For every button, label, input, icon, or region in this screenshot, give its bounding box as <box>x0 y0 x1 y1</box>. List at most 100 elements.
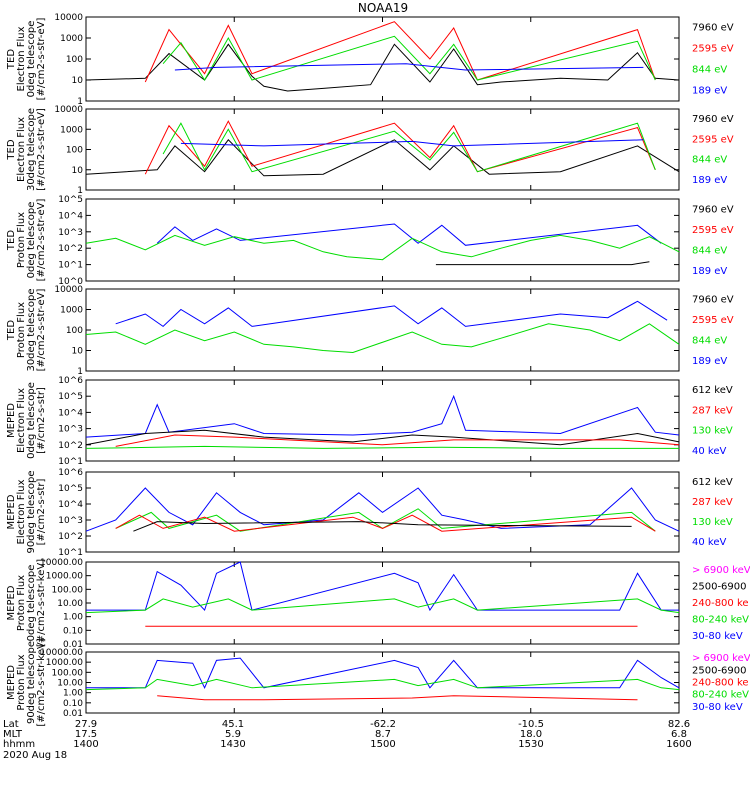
y-tick-label: 10^5 <box>58 392 83 402</box>
y-tick-label: 100 <box>66 146 83 156</box>
legend-entry: 287 keV <box>692 405 733 416</box>
y-axis-label: TEDProton Flux30deg telescope[#/cm2-s-st… <box>6 288 47 371</box>
y-axis-label: MEPEDElectron Flux0deg telescope[#/cm2-s… <box>6 382 47 459</box>
y-axis-label-line: [#/cm2-s-str-eV] <box>36 18 47 101</box>
y-tick-label: 1000.00 <box>46 658 83 668</box>
y-axis-label-line: 90deg telescope <box>26 470 37 553</box>
y-tick-label: 1000 <box>60 34 83 44</box>
y-tick-label: 10^0 <box>58 277 83 287</box>
series-line <box>86 561 679 612</box>
series-line <box>115 434 680 447</box>
y-tick-label: 1.00 <box>63 613 83 623</box>
y-tick-label: 100 <box>66 326 83 336</box>
y-tick-label: 0.01 <box>63 709 83 719</box>
legend-entry: 189 eV <box>692 266 727 277</box>
y-axis-label-line: Electron Flux <box>16 117 27 182</box>
y-axis-label-line: Proton Flux <box>16 654 27 710</box>
panel-7: 0.010.101.0010.00100.001000.0010000.00ME… <box>6 558 750 650</box>
y-tick-label: 10^2 <box>58 441 83 451</box>
y-tick-label: 10^6 <box>58 468 83 478</box>
footer-label-date: 2020 Aug 18 <box>3 750 67 761</box>
y-tick-label: 10^3 <box>58 516 83 526</box>
y-axis-label-line: TED <box>6 320 17 341</box>
legend-entry: 844 eV <box>692 245 727 256</box>
footer-tick-lat: -62.2 <box>370 719 396 730</box>
y-axis-label: MEPEDProton Flux90deg telescope[#/cm2-s-… <box>6 638 47 726</box>
footer-tick-hhmm: 1500 <box>370 739 395 750</box>
y-axis-label-line: Electron Flux <box>16 479 27 544</box>
series-line <box>115 508 656 532</box>
y-tick-label: 10 <box>72 166 84 176</box>
legend-entry: 2595 eV <box>692 225 734 236</box>
y-tick-label: 10^5 <box>58 195 83 205</box>
y-axis-label-line: 0deg telescope <box>26 565 37 642</box>
y-tick-label: 10.00 <box>57 679 83 689</box>
y-axis-label-line: TED <box>6 230 17 251</box>
legend-entry: 30-80 keV <box>692 702 743 713</box>
series-line <box>157 695 638 701</box>
legend-entry: 844 eV <box>692 65 727 76</box>
footer-tick-hhmm: 1600 <box>666 739 691 750</box>
series-line <box>85 487 680 532</box>
series-line <box>162 122 656 173</box>
y-axis-label-line: Proton Flux <box>16 212 27 268</box>
legend-entry: 30-80 keV <box>692 631 743 642</box>
series-line <box>144 21 656 83</box>
legend-entry: 130 keV <box>692 517 733 528</box>
y-tick-label: 10^4 <box>58 408 83 418</box>
legend-entry: 189 eV <box>692 356 727 367</box>
y-axis-label-line: [#/cm2-s-str] <box>36 387 47 454</box>
y-tick-label: 10^1 <box>58 457 83 467</box>
legend-entry: 40 keV <box>692 446 726 457</box>
legend-entry: 612 keV <box>692 477 733 488</box>
legend-entry: 2595 eV <box>692 134 734 145</box>
y-axis-label-line: Proton Flux <box>16 302 27 358</box>
panel-4: 1 10 100 1000 10000 TEDProton Flux30deg teles… <box>6 285 734 377</box>
figure-title: NOAA19 <box>358 1 408 15</box>
series-line <box>85 323 680 354</box>
y-axis-label-line: MEPED <box>6 665 17 700</box>
series-line <box>115 300 668 328</box>
y-tick-label: 10^3 <box>58 425 83 435</box>
y-axis-label-line: [#/cm2-s-str] <box>36 478 47 545</box>
footer-tick-mlt: 8.7 <box>375 729 391 740</box>
y-tick-label: 10^4 <box>58 500 83 510</box>
y-tick-label: 10^4 <box>58 211 83 221</box>
legend-entry: > 6900 keV <box>692 565 750 576</box>
legend-entry: 2595 eV <box>692 44 734 55</box>
footer-tick-mlt: 5.9 <box>225 729 241 740</box>
y-axis-label-line: 0deg telescope <box>26 21 37 98</box>
plot-frame <box>85 561 680 645</box>
y-tick-label: 1 <box>77 97 83 107</box>
legend-entry: 189 eV <box>692 175 727 186</box>
y-axis-label-line: 0deg telescope <box>26 382 37 459</box>
legend-entry: 7960 eV <box>692 23 734 34</box>
footer-tick-lat: 82.6 <box>668 719 690 730</box>
legend-entry: 130 keV <box>692 426 733 437</box>
legend-entry: 7960 eV <box>692 114 734 125</box>
y-axis-label: TEDElectron Flux30deg telescope[#/cm2-s-… <box>6 108 47 191</box>
y-tick-label: 10000.00 <box>40 558 83 568</box>
series-line <box>115 514 656 532</box>
y-axis-label-line: Proton Flux <box>16 575 27 631</box>
series-line <box>85 43 680 92</box>
y-axis-label: MEPEDProton Flux0deg telescope[#/cm2-s-s… <box>6 559 47 647</box>
legend-entry: 2500-6900 <box>692 665 747 676</box>
y-tick-label: 1.00 <box>63 689 83 699</box>
panel-8: 0.010.101.0010.00100.001000.0010000.00ME… <box>6 638 750 726</box>
series-line <box>85 234 680 261</box>
legend-entry: 80-240 keV <box>692 614 749 625</box>
series-line <box>174 63 644 71</box>
series-line <box>144 120 656 175</box>
plot-frame <box>85 16 680 102</box>
footer-tick-hhmm: 1400 <box>73 739 98 750</box>
y-axis-label: MEPEDElectron Flux90deg telescope[#/cm2-… <box>6 470 47 553</box>
footer-tick-lat: -10.5 <box>518 719 544 730</box>
legend-entry: 612 keV <box>692 385 733 396</box>
series-line <box>85 598 680 614</box>
y-axis-label-line: Electron Flux <box>16 388 27 453</box>
panel-1: 1 10 100 1000 10000 TEDElectron Flux0deg tele… <box>6 13 734 107</box>
legend-entry: 2595 eV <box>692 315 734 326</box>
legend-entry: 240-800 ke <box>692 678 749 689</box>
y-axis-label: TEDProton Flux0deg telescope[#/cm2-s-str… <box>6 199 47 282</box>
